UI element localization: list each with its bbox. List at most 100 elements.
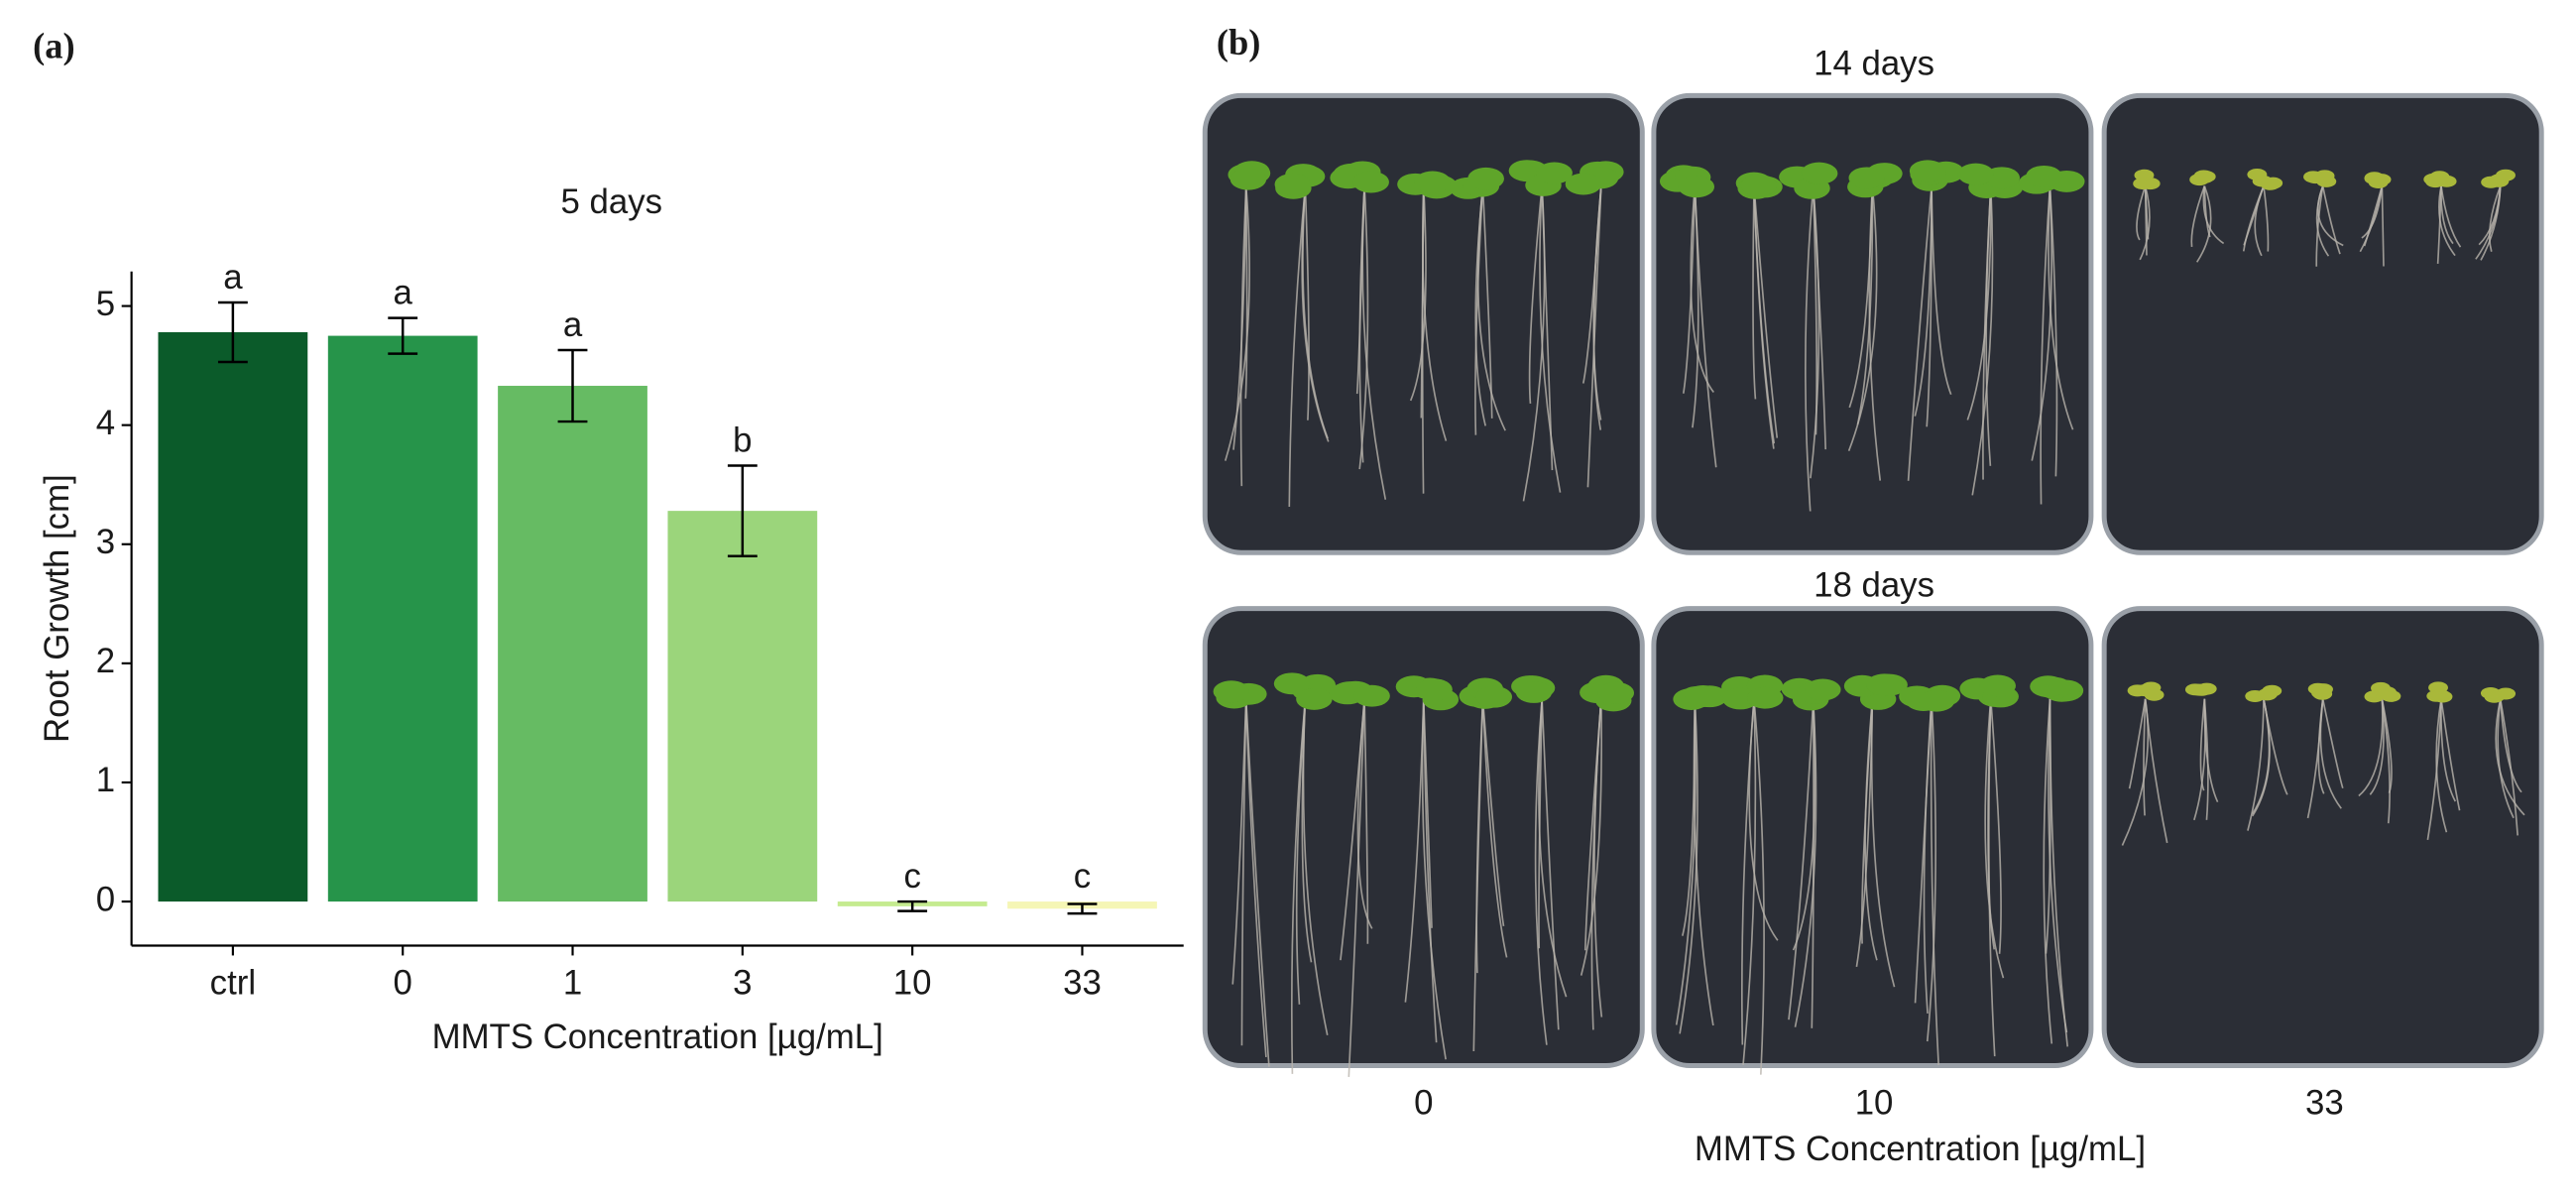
leaf [2184, 683, 2205, 696]
root [1404, 698, 1425, 1003]
root [2048, 698, 2068, 1033]
leaf [1979, 674, 2016, 697]
root [2495, 698, 2525, 816]
x-tick-label: 10 [893, 963, 932, 1002]
root [1422, 698, 1433, 928]
root [1239, 185, 1247, 487]
root [2381, 698, 2391, 824]
significance-letter: a [394, 274, 413, 312]
root [2499, 698, 2522, 793]
bar [667, 511, 818, 902]
root [2263, 185, 2270, 252]
root [1539, 185, 1562, 493]
leaf [2371, 174, 2392, 186]
root [1580, 698, 1603, 976]
root [2315, 185, 2324, 267]
bar [158, 331, 308, 902]
root [1358, 185, 1369, 470]
leaf [1678, 176, 1715, 198]
root [1914, 698, 1932, 1004]
error-bar [897, 899, 928, 912]
root [1742, 698, 1757, 1065]
leaf [1515, 681, 1553, 703]
significance-letter: a [563, 305, 583, 344]
root [1224, 185, 1250, 461]
root [1864, 698, 1878, 961]
root [1481, 185, 1493, 419]
root [1340, 698, 1365, 961]
root [1422, 698, 1438, 1043]
chart-title: 5 days [560, 182, 662, 221]
leaf [1229, 168, 1267, 190]
y-axis-label: Root Growth [cm] [38, 474, 76, 743]
root [2436, 185, 2442, 265]
error-bar [217, 300, 248, 364]
root [1481, 698, 1505, 927]
leaf [1909, 160, 1946, 182]
root [2040, 185, 2051, 505]
root [2263, 698, 2288, 795]
error-bar [388, 316, 418, 355]
leaf [2496, 169, 2516, 181]
leaf [1866, 673, 1903, 696]
significance-letter: a [223, 258, 243, 297]
leaf [1740, 174, 1778, 196]
leaf [1352, 171, 1389, 193]
leaf [1475, 685, 1513, 708]
root [2048, 185, 2074, 430]
root [1581, 185, 1602, 384]
root [2247, 698, 2265, 831]
root [2315, 185, 2330, 257]
root [1985, 185, 1992, 466]
root [1472, 698, 1484, 1052]
root [2369, 698, 2385, 795]
leaf [2144, 688, 2165, 701]
root [1693, 698, 1714, 1026]
plate [2101, 606, 2544, 1069]
root [1741, 698, 1755, 1045]
root [1682, 185, 1697, 394]
root [2243, 185, 2265, 246]
error-bar [1067, 902, 1098, 915]
panel-label: (a) [33, 26, 75, 65]
x-axis-label: MMTS Concentration [µg/mL] [1695, 1130, 2146, 1168]
root [2144, 185, 2148, 256]
plate [2101, 92, 2544, 555]
significance-letter: c [1074, 857, 1091, 896]
root [1805, 185, 1815, 512]
root [1926, 698, 1937, 1042]
leaf [2425, 176, 2446, 188]
root [1907, 185, 1932, 481]
root [1810, 185, 1820, 479]
x-tick-label: 33 [1063, 963, 1102, 1002]
root [2361, 185, 2384, 239]
bar [498, 386, 647, 902]
leaf [2313, 683, 2333, 696]
root [1868, 185, 1882, 481]
root [1290, 698, 1307, 1074]
root [2031, 185, 2052, 461]
photo-panel [1202, 92, 2544, 1077]
root [1347, 698, 1365, 1077]
root [2321, 698, 2344, 789]
root [1870, 698, 1896, 988]
leaf [1296, 687, 1333, 710]
x-tick-label: 1 [563, 963, 582, 1002]
root [2139, 185, 2151, 261]
root [1538, 698, 1568, 998]
root [2049, 185, 2058, 477]
plate [1651, 606, 2094, 1069]
root [2363, 185, 2384, 247]
leaf [1565, 173, 1602, 195]
root [1538, 698, 1543, 949]
leaf [1685, 684, 1721, 707]
root [2199, 698, 2206, 791]
root [1288, 185, 1307, 508]
bar [327, 335, 478, 902]
row-label: 14 days [1814, 45, 1934, 83]
leaf [2485, 690, 2506, 703]
root [1586, 185, 1602, 488]
leaf [1957, 163, 1994, 185]
leaf [1213, 680, 1250, 703]
